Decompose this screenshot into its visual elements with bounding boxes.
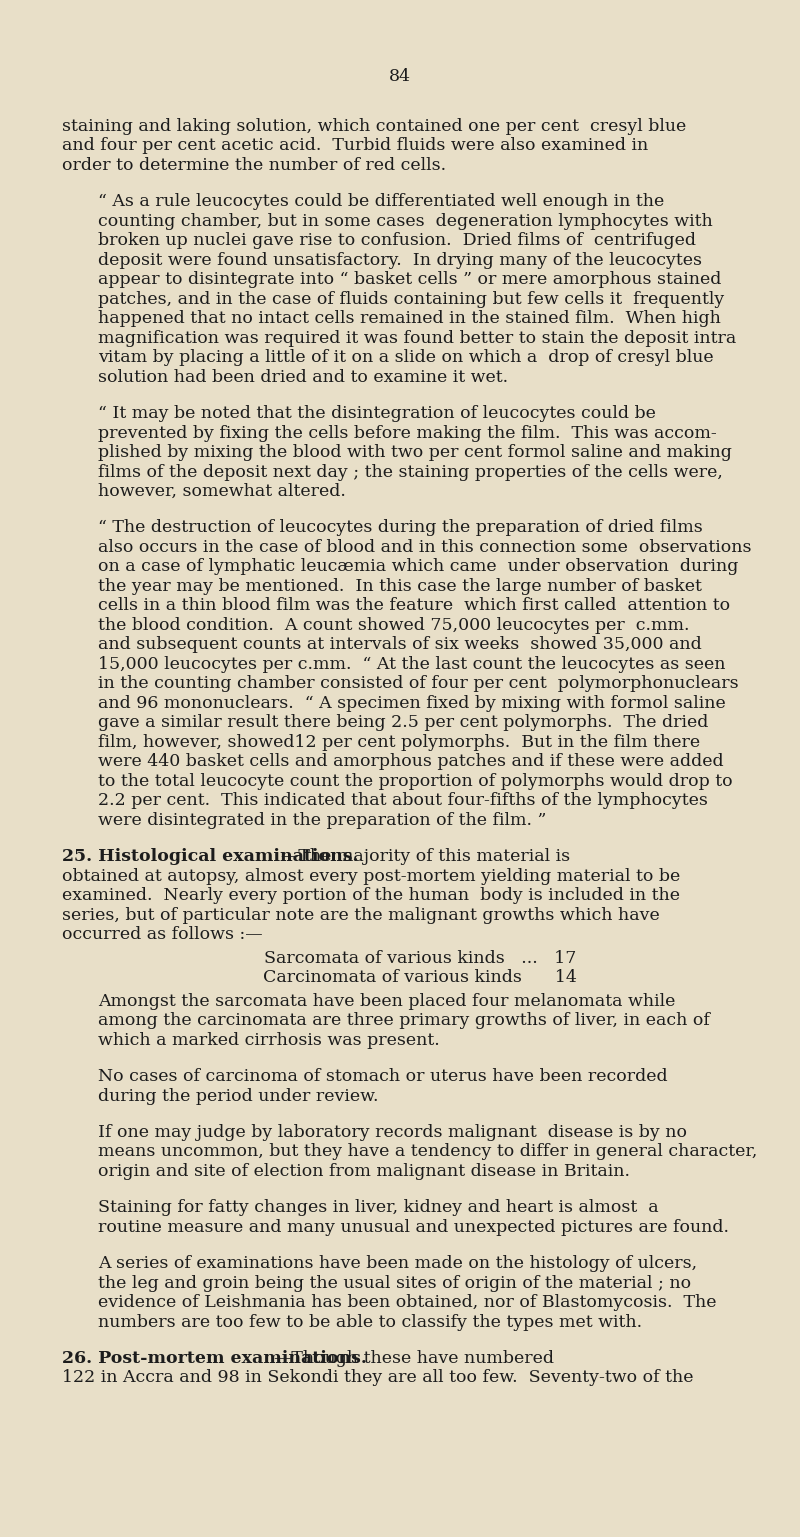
Text: magnification was required it was found better to stain the deposit intra: magnification was required it was found … (98, 330, 736, 347)
Text: however, somewhat altered.: however, somewhat altered. (98, 483, 346, 500)
Text: origin and site of election from malignant disease in Britain.: origin and site of election from maligna… (98, 1164, 630, 1180)
Text: Sarcomata of various kinds   ...   17: Sarcomata of various kinds ... 17 (264, 950, 576, 967)
Text: films of the deposit next day ; the staining properties of the cells were,: films of the deposit next day ; the stai… (98, 464, 723, 481)
Text: counting chamber, but in some cases  degeneration lymphocytes with: counting chamber, but in some cases dege… (98, 212, 713, 231)
Text: Amongst the sarcomata have been placed four melanomata while: Amongst the sarcomata have been placed f… (98, 993, 675, 1010)
Text: also occurs in the case of blood and in this connection some  observations: also occurs in the case of blood and in … (98, 539, 751, 556)
Text: happened that no intact cells remained in the stained film.  When high: happened that no intact cells remained i… (98, 310, 721, 327)
Text: vitam by placing a little of it on a slide on which a  drop of cresyl blue: vitam by placing a little of it on a sli… (98, 349, 714, 366)
Text: the leg and groin being the usual sites of origin of the material ; no: the leg and groin being the usual sites … (98, 1274, 691, 1291)
Text: appear to disintegrate into “ basket cells ” or mere amorphous stained: appear to disintegrate into “ basket cel… (98, 272, 722, 289)
Text: broken up nuclei gave rise to confusion.  Dried films of  centrifuged: broken up nuclei gave rise to confusion.… (98, 232, 696, 249)
Text: “ It may be noted that the disintegration of leucocytes could be: “ It may be noted that the disintegratio… (98, 406, 656, 423)
Text: among the carcinomata are three primary growths of liver, in each of: among the carcinomata are three primary … (98, 1013, 710, 1030)
Text: film, however, showed12 per cent polymorphs.  But in the film there: film, however, showed12 per cent polymor… (98, 735, 700, 752)
Text: plished by mixing the blood with two per cent formol saline and making: plished by mixing the blood with two per… (98, 444, 732, 461)
Text: 15,000 leucocytes per c.mm.  “ At the last count the leucocytes as seen: 15,000 leucocytes per c.mm. “ At the las… (98, 656, 726, 673)
Text: were 440 basket cells and amorphous patches and if these were added: were 440 basket cells and amorphous patc… (98, 753, 724, 770)
Text: 2.2 per cent.  This indicated that about four-fifths of the lymphocytes: 2.2 per cent. This indicated that about … (98, 793, 708, 810)
Text: during the period under review.: during the period under review. (98, 1088, 378, 1105)
Text: 26. Post-mortem examinations.: 26. Post-mortem examinations. (62, 1349, 367, 1366)
Text: gave a similar result there being 2.5 per cent polymorphs.  The dried: gave a similar result there being 2.5 pe… (98, 715, 708, 732)
Text: deposit were found unsatisfactory.  In drying many of the leucocytes: deposit were found unsatisfactory. In dr… (98, 252, 702, 269)
Text: Staining for fatty changes in liver, kidney and heart is almost  a: Staining for fatty changes in liver, kid… (98, 1199, 658, 1216)
Text: means uncommon, but they have a tendency to differ in general character,: means uncommon, but they have a tendency… (98, 1144, 758, 1160)
Text: “ As a rule leucocytes could be differentiated well enough in the: “ As a rule leucocytes could be differen… (98, 194, 664, 211)
Text: and subsequent counts at intervals of six weeks  showed 35,000 and: and subsequent counts at intervals of si… (98, 636, 702, 653)
Text: in the counting chamber consisted of four per cent  polymorphonuclears: in the counting chamber consisted of fou… (98, 675, 738, 693)
Text: prevented by fixing the cells before making the film.  This was accom-: prevented by fixing the cells before mak… (98, 424, 717, 441)
Text: 122 in Accra and 98 in Sekondi they are all too few.  Seventy-two of the: 122 in Accra and 98 in Sekondi they are … (62, 1369, 694, 1386)
Text: order to determine the number of red cells.: order to determine the number of red cel… (62, 157, 446, 174)
Text: patches, and in the case of fluids containing but few cells it  frequently: patches, and in the case of fluids conta… (98, 290, 724, 307)
Text: occurred as follows :—: occurred as follows :— (62, 927, 262, 944)
Text: —The majority of this material is: —The majority of this material is (281, 848, 570, 865)
Text: “ The destruction of leucocytes during the preparation of dried films: “ The destruction of leucocytes during t… (98, 520, 702, 536)
Text: routine measure and many unusual and unexpected pictures are found.: routine measure and many unusual and une… (98, 1219, 729, 1236)
Text: solution had been dried and to examine it wet.: solution had been dried and to examine i… (98, 369, 508, 386)
Text: cells in a thin blood film was the feature  which first called  attention to: cells in a thin blood film was the featu… (98, 598, 730, 615)
Text: to the total leucocyte count the proportion of polymorphs would drop to: to the total leucocyte count the proport… (98, 773, 733, 790)
Text: the blood condition.  A count showed 75,000 leucocytes per  c.mm.: the blood condition. A count showed 75,0… (98, 616, 690, 633)
Text: series, but of particular note are the malignant growths which have: series, but of particular note are the m… (62, 907, 660, 924)
Text: and 96 mononuclears.  “ A specimen fixed by mixing with formol saline: and 96 mononuclears. “ A specimen fixed … (98, 695, 726, 712)
Text: were disintegrated in the preparation of the film. ”: were disintegrated in the preparation of… (98, 812, 546, 828)
Text: on a case of lymphatic leucæmia which came  under observation  during: on a case of lymphatic leucæmia which ca… (98, 558, 738, 575)
Text: numbers are too few to be able to classify the types met with.: numbers are too few to be able to classi… (98, 1314, 642, 1331)
Text: obtained at autopsy, almost every post-mortem yielding material to be: obtained at autopsy, almost every post-m… (62, 868, 680, 885)
Text: —Though these have numbered: —Though these have numbered (274, 1349, 554, 1366)
Text: and four per cent acetic acid.  Turbid fluids were also examined in: and four per cent acetic acid. Turbid fl… (62, 137, 648, 155)
Text: 25. Histological examinations.: 25. Histological examinations. (62, 848, 358, 865)
Text: which a marked cirrhosis was present.: which a marked cirrhosis was present. (98, 1031, 440, 1048)
Text: If one may judge by laboratory records malignant  disease is by no: If one may judge by laboratory records m… (98, 1124, 687, 1140)
Text: evidence of Leishmania has been obtained, nor of Blastomycosis.  The: evidence of Leishmania has been obtained… (98, 1294, 717, 1311)
Text: examined.  Nearly every portion of the human  body is included in the: examined. Nearly every portion of the hu… (62, 887, 680, 904)
Text: No cases of carcinoma of stomach or uterus have been recorded: No cases of carcinoma of stomach or uter… (98, 1068, 668, 1085)
Text: Carcinomata of various kinds      14: Carcinomata of various kinds 14 (263, 970, 577, 987)
Text: staining and laking solution, which contained one per cent  cresyl blue: staining and laking solution, which cont… (62, 118, 686, 135)
Text: 84: 84 (389, 68, 411, 85)
Text: A series of examinations have been made on the histology of ulcers,: A series of examinations have been made … (98, 1256, 697, 1273)
Text: the year may be mentioned.  In this case the large number of basket: the year may be mentioned. In this case … (98, 578, 702, 595)
